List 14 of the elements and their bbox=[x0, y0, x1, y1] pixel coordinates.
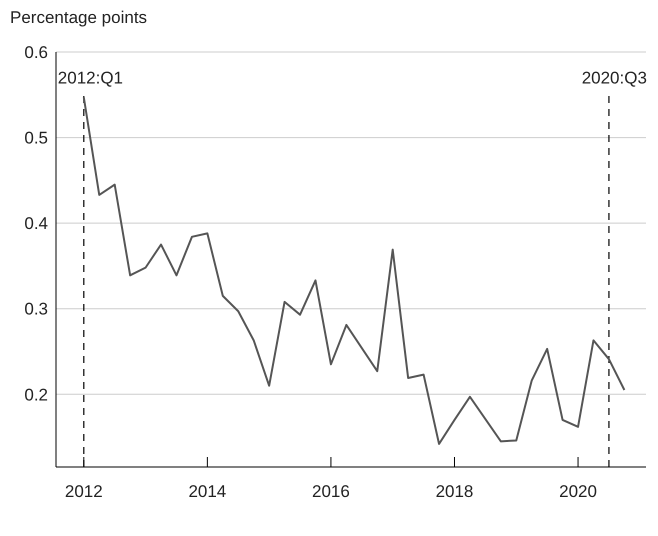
x-tick-label: 2012 bbox=[64, 482, 103, 502]
x-tick-label: 2020 bbox=[559, 482, 597, 502]
y-tick-label: 0.6 bbox=[24, 43, 48, 62]
x-tick-label: 2016 bbox=[312, 482, 350, 502]
x-tick-label: 2014 bbox=[188, 482, 226, 502]
x-tick-label: 2018 bbox=[436, 482, 474, 502]
y-axis-title: Percentage points bbox=[9, 8, 148, 29]
line-series bbox=[82, 96, 626, 445]
y-tick-label: 0.2 bbox=[24, 385, 48, 404]
y-tick-label: 0.3 bbox=[24, 300, 48, 319]
y-tick-label: 0.5 bbox=[24, 128, 48, 148]
ref-line-label: 2012:Q1 bbox=[58, 68, 124, 88]
y-tick-label: 0.4 bbox=[24, 214, 48, 234]
ref-line-label: 2020:Q3 bbox=[582, 68, 647, 88]
